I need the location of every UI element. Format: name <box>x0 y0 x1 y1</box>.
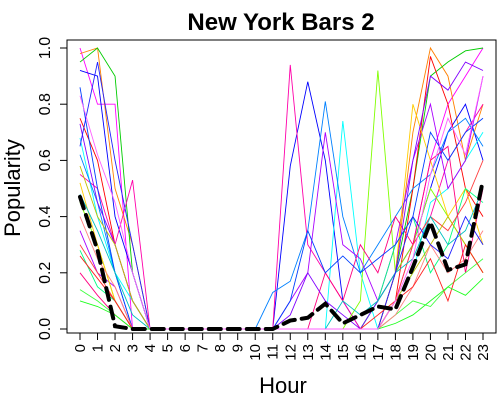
chart-title: New York Bars 2 <box>187 9 374 36</box>
x-axis-label: Hour <box>259 373 307 398</box>
mean-line-group <box>78 178 485 331</box>
x-tick-label-8: 8 <box>212 344 229 352</box>
x-tick-label-18: 18 <box>387 344 404 361</box>
y-tick-label-0: 0.0 <box>37 318 54 340</box>
mean-series-line <box>78 178 485 331</box>
x-tick-label-14: 14 <box>317 344 334 361</box>
series-lines <box>79 46 484 331</box>
x-tick-label-19: 19 <box>405 344 422 361</box>
x-tick-label-3: 3 <box>125 344 142 352</box>
y-axis-label: Popularity <box>0 139 25 237</box>
x-axis: 0 1 2 3 4 5 6 7 8 9 10 11 12 13 14 15 16 17 18 19 20 21 22 23 <box>72 332 492 361</box>
y-axis: 0.0 0.2 0.4 0.6 0.8 1.0 <box>37 37 68 340</box>
x-tick-label-16: 16 <box>352 344 369 361</box>
x-tick-label-9: 9 <box>230 344 247 352</box>
x-tick-label-11: 11 <box>265 344 282 360</box>
x-tick-label-13: 13 <box>300 344 317 361</box>
x-tick-label-12: 12 <box>282 344 299 361</box>
x-tick-label-7: 7 <box>195 344 212 352</box>
x-tick-label-23: 23 <box>475 344 492 361</box>
y-tick-label-5: 1.0 <box>37 37 54 59</box>
y-tick-label-4: 0.8 <box>37 93 54 115</box>
x-tick-label-15: 15 <box>335 344 352 361</box>
series-line-24 <box>79 76 484 330</box>
x-tick-label-20: 20 <box>422 344 439 361</box>
x-tick-label-2: 2 <box>107 344 124 352</box>
x-tick-label-21: 21 <box>440 344 457 361</box>
y-tick-label-1: 0.2 <box>37 262 54 284</box>
y-tick-label-2: 0.4 <box>37 205 54 227</box>
x-tick-label-6: 6 <box>177 344 194 352</box>
x-tick-label-1: 1 <box>90 344 107 352</box>
x-tick-label-17: 17 <box>370 344 387 361</box>
x-tick-label-10: 10 <box>247 344 264 361</box>
x-tick-label-5: 5 <box>160 344 177 352</box>
x-tick-label-22: 22 <box>457 344 474 361</box>
y-tick-label-3: 0.6 <box>37 149 54 171</box>
x-tick-label-0: 0 <box>72 344 89 352</box>
x-tick-label-4: 4 <box>142 344 159 352</box>
